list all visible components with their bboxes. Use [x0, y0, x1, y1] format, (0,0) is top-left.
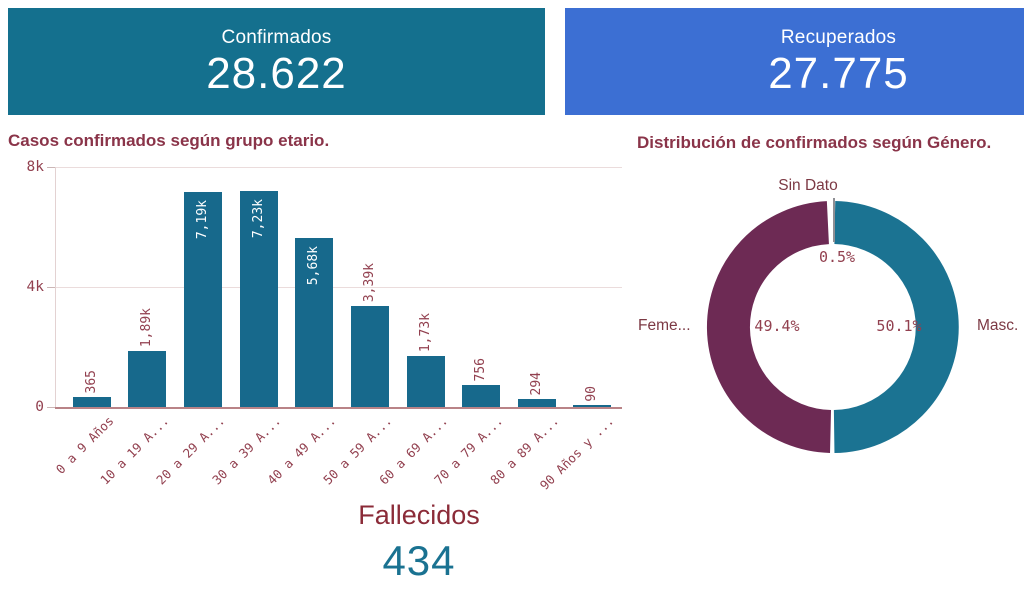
bar-40-a-49-[interactable]: [295, 237, 334, 408]
y-tick-label-4k: 4k: [26, 279, 44, 295]
bar-chart-title: Casos confirmados según grupo etario.: [8, 131, 330, 150]
donut-slice-masc[interactable]: [833, 201, 959, 453]
bar-value-label: 7,19k: [195, 200, 210, 240]
donut-label-sin-dato: Sin Dato: [778, 177, 838, 194]
donut-label-femenino: Feme...: [638, 317, 691, 334]
kpi-confirmados-value: 28.622: [206, 48, 347, 98]
kpi-recuperados-value: 27.775: [768, 48, 909, 98]
kpi-recuperados-card: Recuperados 27.775: [565, 8, 1024, 115]
bar-value-label: 7,23k: [250, 199, 266, 239]
y-tick-label-8k: 8k: [26, 159, 44, 175]
donut-pct-sin-dato: 0.5%: [818, 248, 856, 266]
bar-10-a-19-[interactable]: [128, 351, 167, 408]
donut-pct-masculino: 50.1%: [876, 317, 922, 335]
kpi-recuperados-label: Recuperados: [780, 26, 897, 48]
donut-slice-feme[interactable]: [706, 201, 832, 453]
bar-80-a-89-[interactable]: [517, 399, 556, 408]
donut-pct-femenino: 49.4%: [754, 317, 800, 335]
bar-value-label: 1,73k: [417, 312, 433, 353]
donut-chart-title: Distribución de confirmados según Género…: [637, 133, 992, 152]
kpi-confirmados-label: Confirmados: [221, 26, 332, 48]
bar-20-a-29-[interactable]: [184, 192, 222, 408]
gridline-8k: [55, 167, 622, 168]
kpi-confirmados-card: Confirmados 28.622: [8, 8, 545, 115]
bar-50-a-59-[interactable]: [350, 306, 389, 408]
y-axis-line: [55, 167, 56, 408]
y-tick: [47, 287, 55, 288]
bar-30-a-39-[interactable]: [239, 191, 278, 408]
bar-70-a-79-[interactable]: [462, 385, 501, 408]
bar-value-label: 756: [473, 357, 489, 382]
bar-value-label: 90: [584, 385, 600, 402]
kpi-fallecidos-label: Fallecidos: [358, 500, 480, 530]
y-tick: [47, 167, 55, 168]
kpi-fallecidos-value: 434: [382, 537, 456, 584]
bar-60-a-69-[interactable]: [406, 356, 445, 408]
bar-value-label: 1,89k: [139, 308, 155, 348]
bar-value-label: 294: [528, 371, 544, 396]
bar-0-a-9-[interactable]: [72, 397, 111, 408]
bar-90-[interactable]: [573, 405, 612, 408]
gender-donut-chart: [706, 201, 959, 453]
bar-value-label: 5,68k: [306, 245, 322, 285]
y-tick: [47, 407, 55, 408]
sin-dato-leader-line: [833, 198, 835, 242]
bar-value-label: 365: [83, 369, 99, 394]
bar-value-label: 3,39k: [361, 263, 377, 303]
gridline-4k: [55, 287, 622, 288]
y-tick-label-0: 0: [35, 399, 44, 415]
donut-label-masculino: Masc.: [977, 317, 1019, 334]
x-axis-line: [55, 407, 622, 409]
